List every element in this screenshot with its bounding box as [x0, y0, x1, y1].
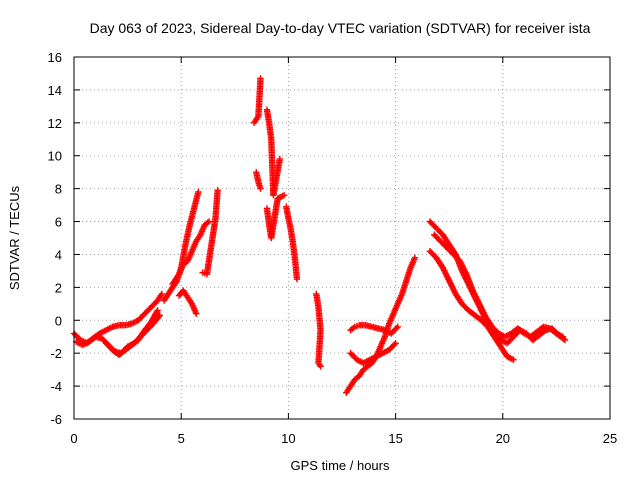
y-tick-label: 2: [55, 280, 62, 295]
data-point: [317, 363, 324, 370]
y-tick-label: -4: [50, 379, 62, 394]
x-tick-label: 25: [603, 431, 617, 446]
data-point: [394, 323, 401, 331]
y-tick-label: -2: [50, 346, 62, 361]
data-point: [158, 290, 166, 298]
axis-ticks: 0 5 10 15 20 25 -6 -4 -2 0 2 4 6 8 10 12 14 16: [48, 50, 618, 446]
data-point: [561, 336, 569, 344]
x-tick-label: 0: [70, 431, 77, 446]
data-point: [391, 341, 398, 348]
data-point: [350, 324, 357, 332]
data-point: [205, 218, 213, 225]
y-tick-label: 10: [48, 149, 62, 164]
y-tick-label: 14: [48, 83, 62, 98]
x-tick-label: 20: [496, 431, 510, 446]
data-point: [276, 155, 284, 163]
chart-title: Day 063 of 2023, Sidereal Day-to-day VTE…: [90, 20, 591, 36]
x-tick-label: 15: [388, 431, 402, 446]
data-point: [393, 324, 400, 332]
data-point: [541, 327, 548, 335]
data-point: [195, 188, 202, 196]
grid: [74, 57, 610, 419]
data-point: [204, 219, 211, 226]
data-point: [280, 192, 288, 199]
y-tick-label: 8: [55, 182, 62, 197]
data-point: [154, 307, 161, 314]
x-axis-label: GPS time / hours: [291, 458, 390, 473]
y-tick-label: 12: [48, 116, 62, 131]
data-point: [214, 187, 221, 194]
y-tick-label: 4: [55, 247, 62, 262]
data-point: [193, 310, 200, 317]
data-point: [510, 356, 517, 363]
y-tick-label: 0: [55, 313, 62, 328]
data-point: [411, 254, 419, 261]
y-tick-label: 6: [55, 215, 62, 230]
plot-frame: [73, 56, 611, 420]
data-point: [257, 75, 264, 82]
y-tick-label: -6: [50, 412, 62, 427]
y-tick-label: 16: [48, 50, 62, 65]
x-tick-label: 10: [281, 431, 295, 446]
data-point: [392, 340, 399, 347]
x-tick-label: 5: [178, 431, 185, 446]
data-point: [293, 275, 301, 283]
data-point: [559, 333, 567, 340]
y-axis-label: SDTVAR / TECUs: [7, 185, 22, 290]
data-point: [257, 185, 264, 192]
data-points: [70, 75, 569, 396]
